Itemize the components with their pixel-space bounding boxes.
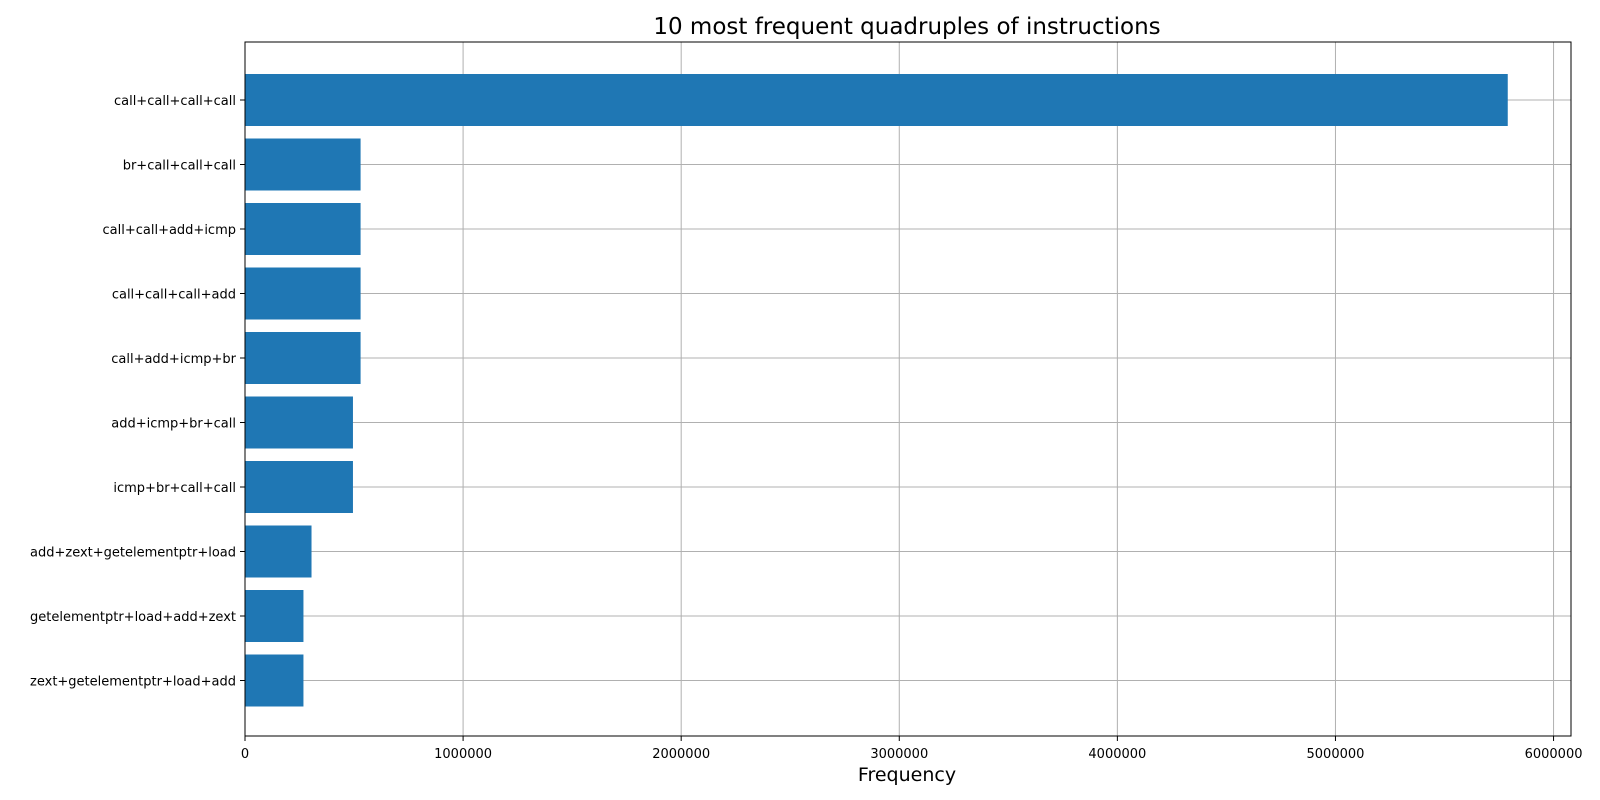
x-tick-label-1: 1000000 (434, 747, 492, 762)
bar-1 (245, 138, 361, 191)
plot-frame (244, 41, 1572, 737)
y-axis-categories: call+call+call+call br+call+call+call call… (30, 94, 245, 690)
bar-3 (245, 267, 361, 320)
bar-6 (245, 461, 353, 513)
y-tick-label-0: call+call+call+call (114, 94, 236, 109)
bar-2 (245, 203, 361, 255)
bar-4 (245, 332, 361, 384)
x-axis-label: Frequency (858, 764, 956, 786)
y-tick-label-2: call+call+add+icmp (103, 223, 237, 238)
y-tick-label-5: add+icmp+br+call (111, 417, 236, 432)
bar-8 (245, 590, 304, 642)
grid-lines (244, 42, 1571, 736)
x-tick-label-6: 6000000 (1525, 747, 1583, 762)
x-tick-label-0: 0 (241, 747, 249, 762)
x-tick-label-3: 3000000 (870, 747, 928, 762)
chart-title: 10 most frequent quadruples of instructi… (653, 14, 1160, 40)
bar-7 (245, 525, 312, 578)
y-tick-label-9: zext+getelementptr+load+add (30, 675, 236, 690)
y-tick-label-3: call+call+call+add (112, 288, 236, 303)
bars (245, 74, 1508, 707)
x-axis-ticks: 0 1000000 2000000 3000000 4000000 5000000 6000… (241, 736, 1583, 762)
x-tick-label-5: 5000000 (1307, 747, 1365, 762)
y-tick-label-8: getelementptr+load+add+zext (30, 610, 236, 625)
y-tick-label-4: call+add+icmp+br (111, 352, 236, 367)
y-tick-label-1: br+call+call+call (123, 159, 236, 174)
x-tick-label-4: 4000000 (1088, 747, 1146, 762)
bar-5 (245, 396, 353, 449)
x-tick-label-2: 2000000 (652, 747, 710, 762)
bar-9 (245, 654, 304, 707)
y-tick-label-7: add+zext+getelementptr+load (30, 546, 236, 561)
y-tick-label-6: icmp+br+call+call (113, 481, 236, 496)
bar-0 (245, 74, 1508, 126)
